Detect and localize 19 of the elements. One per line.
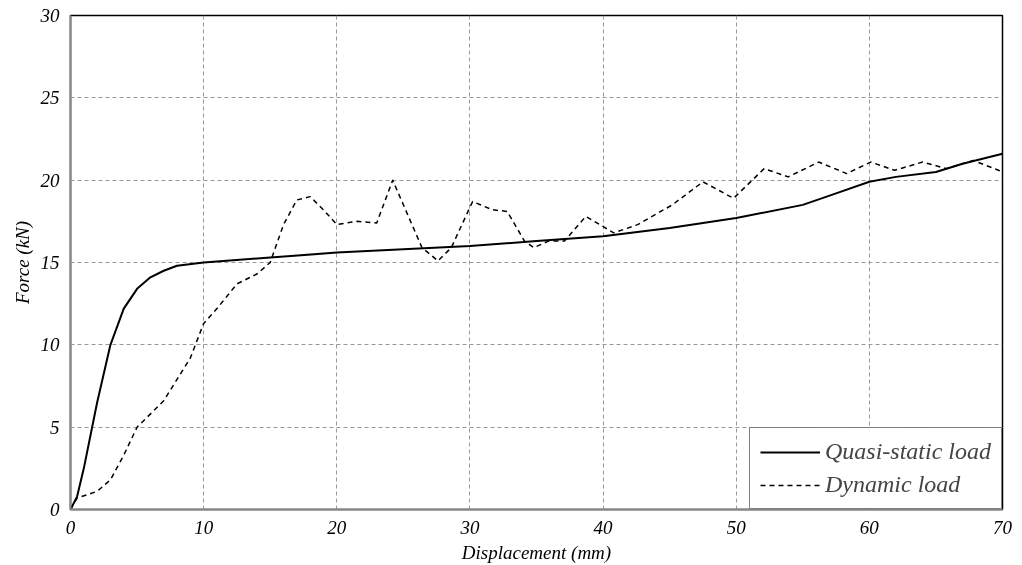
x-tick-label: 50	[726, 516, 747, 538]
x-tick-label: 10	[194, 516, 214, 538]
y-tick-label: 15	[40, 252, 60, 273]
x-tick-label: 0	[65, 516, 76, 538]
x-tick-label: 20	[327, 516, 347, 538]
y-tick-label: 30	[39, 5, 60, 26]
y-tick-label: 10	[40, 334, 60, 356]
y-tick-label: 25	[40, 87, 60, 109]
y-tick-label: 20	[40, 169, 60, 191]
x-tick-label: 70	[993, 516, 1013, 538]
y-tick-label: 0	[50, 499, 60, 520]
y-tick-label: 5	[50, 416, 60, 438]
y-axis-title: Force (kN)	[11, 220, 34, 306]
legend-label: Quasi-static load	[825, 438, 991, 465]
x-tick-label: 60	[859, 516, 880, 538]
x-tick-label: 40	[593, 516, 614, 538]
x-tick-label: 30	[459, 516, 480, 538]
legend-label: Dynamic load	[825, 471, 961, 498]
x-axis-title: Displacement (mm)	[460, 541, 612, 564]
